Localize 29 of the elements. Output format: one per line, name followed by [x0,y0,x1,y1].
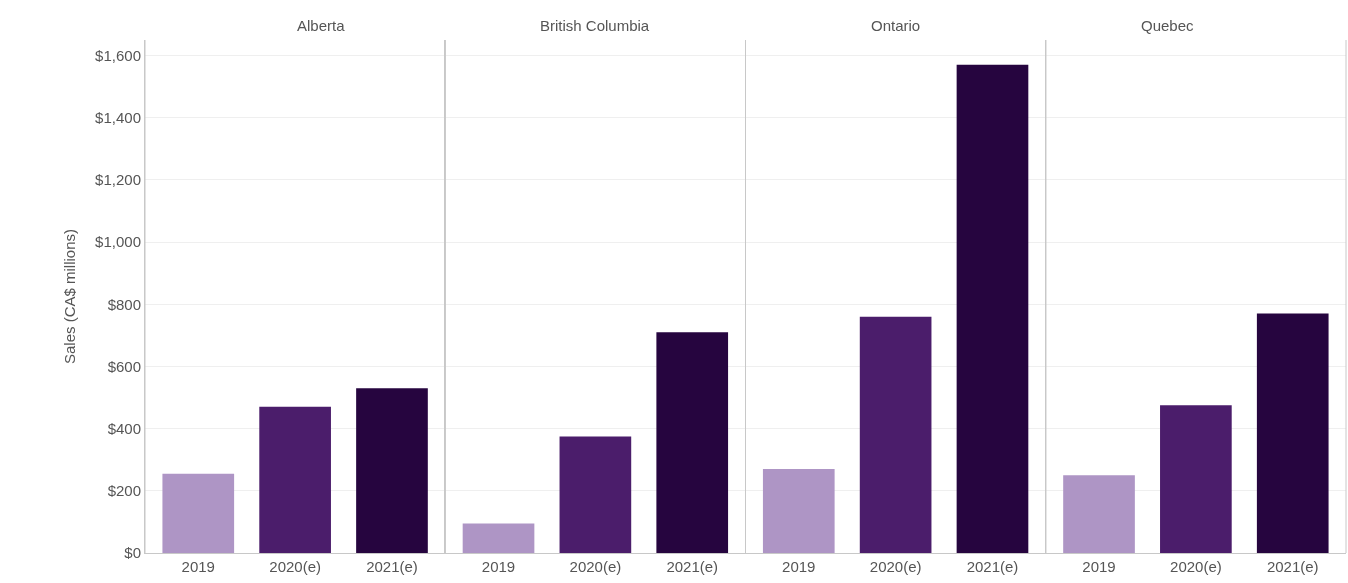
y-tick-label: $1,000 [95,233,141,251]
x-tick-label: 2019 [181,558,215,575]
chart-title: British Columbia [540,17,650,34]
x-tick-label: 2020(e) [869,558,922,575]
bar [356,388,428,553]
chart-title: Ontario [871,17,921,34]
y-tick-label: $1,400 [95,108,141,126]
y-tick-label: $600 [107,357,141,375]
x-tick-label: 2019 [782,558,816,575]
x-tick-label: 2020(e) [269,558,321,575]
bar [259,406,331,553]
x-tick-label: 2021(e) [666,558,719,575]
y-axis-title: Sales (CA$ millions) [61,228,79,365]
x-tick-label: 2020(e) [569,558,622,575]
y-tick-label: $200 [107,482,141,500]
x-tick-label: 2021(e) [966,558,1019,575]
chart-title: Quebec [1141,17,1195,34]
chart-title: Alberta [297,17,346,34]
x-tick-label: 2019 [1082,558,1116,575]
y-tick-label: $0 [124,544,141,562]
x-tick-label: 2020(e) [1170,558,1222,575]
bar [162,473,235,553]
y-tick-label: $1,600 [95,46,141,64]
y-tick-label: $800 [107,295,141,313]
y-tick-label: $1,200 [95,171,141,189]
x-tick-label: 2021(e) [366,558,418,575]
x-tick-label: 2019 [481,558,516,575]
y-tick-label: $400 [107,419,141,437]
x-tick-label: 2021(e) [1266,558,1319,575]
